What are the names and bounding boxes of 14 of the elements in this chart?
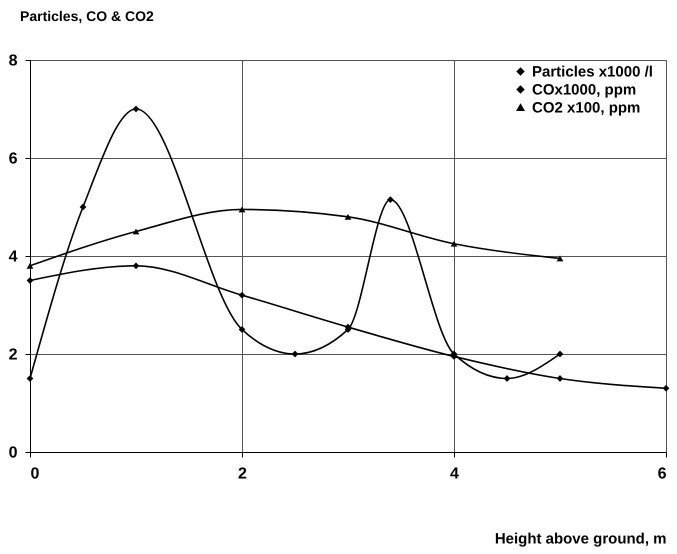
y-tick-label: 8 (8, 52, 18, 70)
x-tick-label: 6 (658, 466, 667, 482)
x-axis-title: Height above ground, m (494, 530, 666, 548)
x-tick-label: 2 (238, 466, 248, 482)
y-tick-label: 4 (8, 248, 18, 266)
legend-label: Particles x1000 /l (532, 64, 653, 80)
y-tick-label: 2 (8, 346, 18, 364)
y-tick-label: 6 (8, 150, 18, 168)
legend-label: CO2 x100, ppm (532, 100, 640, 116)
y-tick-label: 0 (8, 444, 18, 462)
x-tick-label: 0 (30, 466, 40, 482)
x-tick-label: 4 (450, 466, 460, 482)
chart-title: Particles, CO & CO2 (20, 8, 154, 24)
legend-label: COx1000, ppm (532, 82, 636, 98)
